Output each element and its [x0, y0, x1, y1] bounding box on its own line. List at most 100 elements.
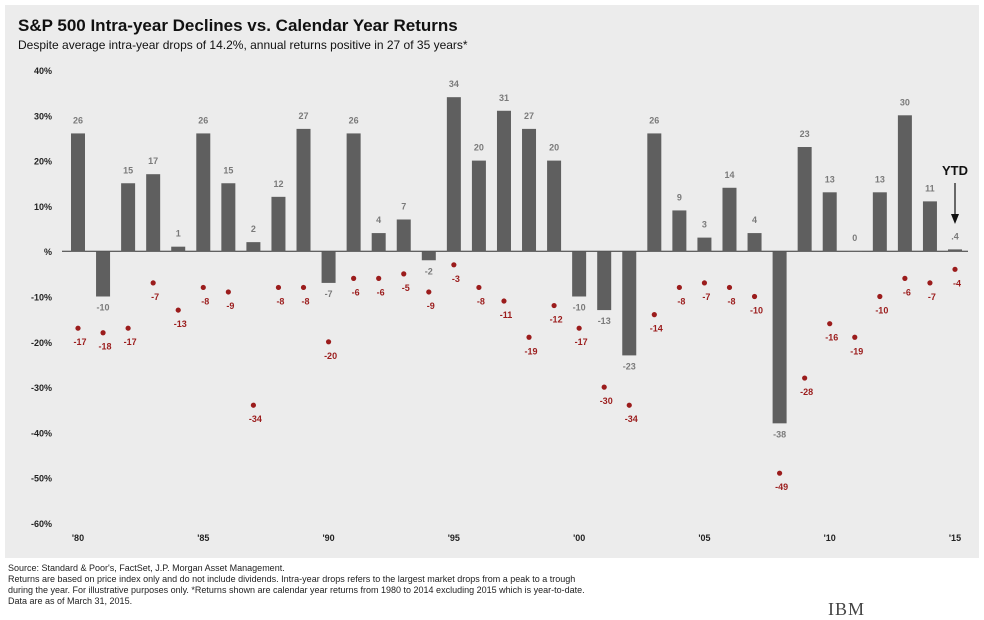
return-bar [296, 128, 311, 252]
return-bar [872, 192, 887, 252]
x-tick-label: '05 [698, 533, 710, 543]
decline-dot [526, 334, 532, 340]
decline-dot-label: -19 [525, 346, 538, 356]
footnote-illustrative: during the year. For illustrative purpos… [8, 585, 585, 595]
footnote-source: Source: Standard & Poor's, FactSet, J.P.… [8, 563, 285, 573]
return-bar [847, 251, 862, 252]
decline-dot-label: -7 [702, 292, 710, 302]
return-bar-label: 27 [524, 111, 534, 121]
decline-dot [225, 289, 231, 295]
decline-dot [877, 293, 883, 300]
decline-dot-label: -3 [452, 274, 460, 284]
return-bar-label: -10 [97, 303, 110, 313]
decline-dot [852, 334, 858, 340]
return-bar-label: 1 [176, 229, 181, 239]
decline-dot-label: -16 [825, 333, 838, 343]
decline-dot [200, 284, 206, 291]
return-bar-label: 7 [401, 201, 406, 211]
decline-dot [902, 275, 908, 281]
return-bar-label: 26 [73, 115, 83, 125]
decline-dot [952, 266, 958, 272]
return-bar [121, 183, 136, 252]
footnote-date: Data are as of March 31, 2015. [8, 596, 133, 606]
return-bar [922, 201, 937, 252]
decline-dot [927, 280, 933, 286]
decline-dot [626, 402, 632, 408]
decline-dot-label: -5 [402, 283, 410, 293]
decline-dot [125, 325, 131, 331]
return-bar [722, 187, 737, 252]
return-bar [446, 97, 461, 252]
decline-dot-label: -12 [550, 315, 563, 325]
decline-dot [100, 330, 106, 336]
decline-dot [651, 312, 657, 318]
return-bar [246, 242, 261, 252]
return-bar-label: -13 [598, 316, 611, 326]
return-bar-label: 2 [251, 224, 256, 234]
return-bar-label: -10 [573, 303, 586, 313]
decline-dot-label: -17 [124, 337, 137, 347]
decline-dot [476, 284, 482, 291]
return-bar-label: 15 [123, 165, 133, 175]
y-tick-label: -30% [31, 383, 52, 393]
x-tick-label: '15 [949, 533, 961, 543]
decline-dot-label: -6 [903, 287, 911, 297]
return-bar-label: 23 [800, 129, 810, 139]
decline-dot-label: -10 [750, 306, 763, 316]
return-bar-label: 26 [649, 115, 659, 125]
decline-dot-label: -20 [324, 351, 337, 361]
decline-dot [601, 384, 607, 390]
return-bar-label: 14 [724, 170, 734, 180]
y-tick-label: 20% [34, 157, 52, 167]
return-bar-label: 0 [852, 233, 857, 243]
return-bar-label: -7 [325, 289, 333, 299]
return-bar-label: 20 [474, 143, 484, 153]
return-bar [797, 147, 812, 252]
decline-dot-label: -11 [500, 310, 513, 320]
return-bar-label: 4 [376, 215, 381, 225]
return-bar [321, 251, 336, 283]
y-tick-label: -50% [31, 474, 52, 484]
x-tick-label: '85 [197, 533, 209, 543]
decline-dot-label: -8 [302, 296, 310, 306]
y-tick-label: 30% [34, 111, 52, 121]
footnote: Source: Standard & Poor's, FactSet, J.P.… [8, 563, 585, 607]
decline-dot-label: -17 [73, 337, 86, 347]
return-bar [897, 115, 912, 252]
decline-dot-label: -49 [775, 482, 788, 492]
decline-dot [726, 284, 733, 291]
decline-dot-label: -8 [477, 296, 485, 306]
decline-dot [351, 275, 357, 281]
decline-dot [175, 307, 181, 313]
y-tick-label: 10% [34, 202, 52, 212]
return-bar [171, 246, 186, 252]
chart-subtitle: Despite average intra-year drops of 14.2… [18, 38, 468, 52]
return-bar [597, 251, 612, 311]
return-bar [496, 110, 511, 252]
decline-dot-label: -7 [928, 292, 936, 302]
y-tick-label: -20% [31, 338, 52, 348]
x-tick-label: '95 [448, 533, 460, 543]
x-tick-label: '90 [322, 533, 334, 543]
decline-dot-label: -9 [226, 301, 234, 311]
decline-dot [827, 321, 833, 327]
decline-dot [676, 284, 682, 291]
return-bar [346, 133, 361, 252]
decline-dot [325, 339, 332, 345]
return-bar [747, 233, 762, 252]
chart-panel [5, 5, 979, 558]
decline-dot-label: -7 [151, 292, 159, 302]
return-bar-label: 4 [752, 215, 757, 225]
decline-dot-label: -17 [575, 337, 588, 347]
return-bar-label: -23 [623, 361, 636, 371]
return-bar [221, 183, 236, 252]
return-bar-label: 15 [223, 165, 233, 175]
decline-dot-label: -8 [727, 296, 735, 306]
decline-dot [802, 375, 808, 381]
return-bar [421, 251, 436, 261]
x-tick-label: '10 [824, 533, 836, 543]
decline-dot-label: -6 [352, 287, 360, 297]
x-tick-label: '00 [573, 533, 585, 543]
decline-dot-label: -10 [875, 306, 888, 316]
decline-dot [75, 325, 81, 331]
